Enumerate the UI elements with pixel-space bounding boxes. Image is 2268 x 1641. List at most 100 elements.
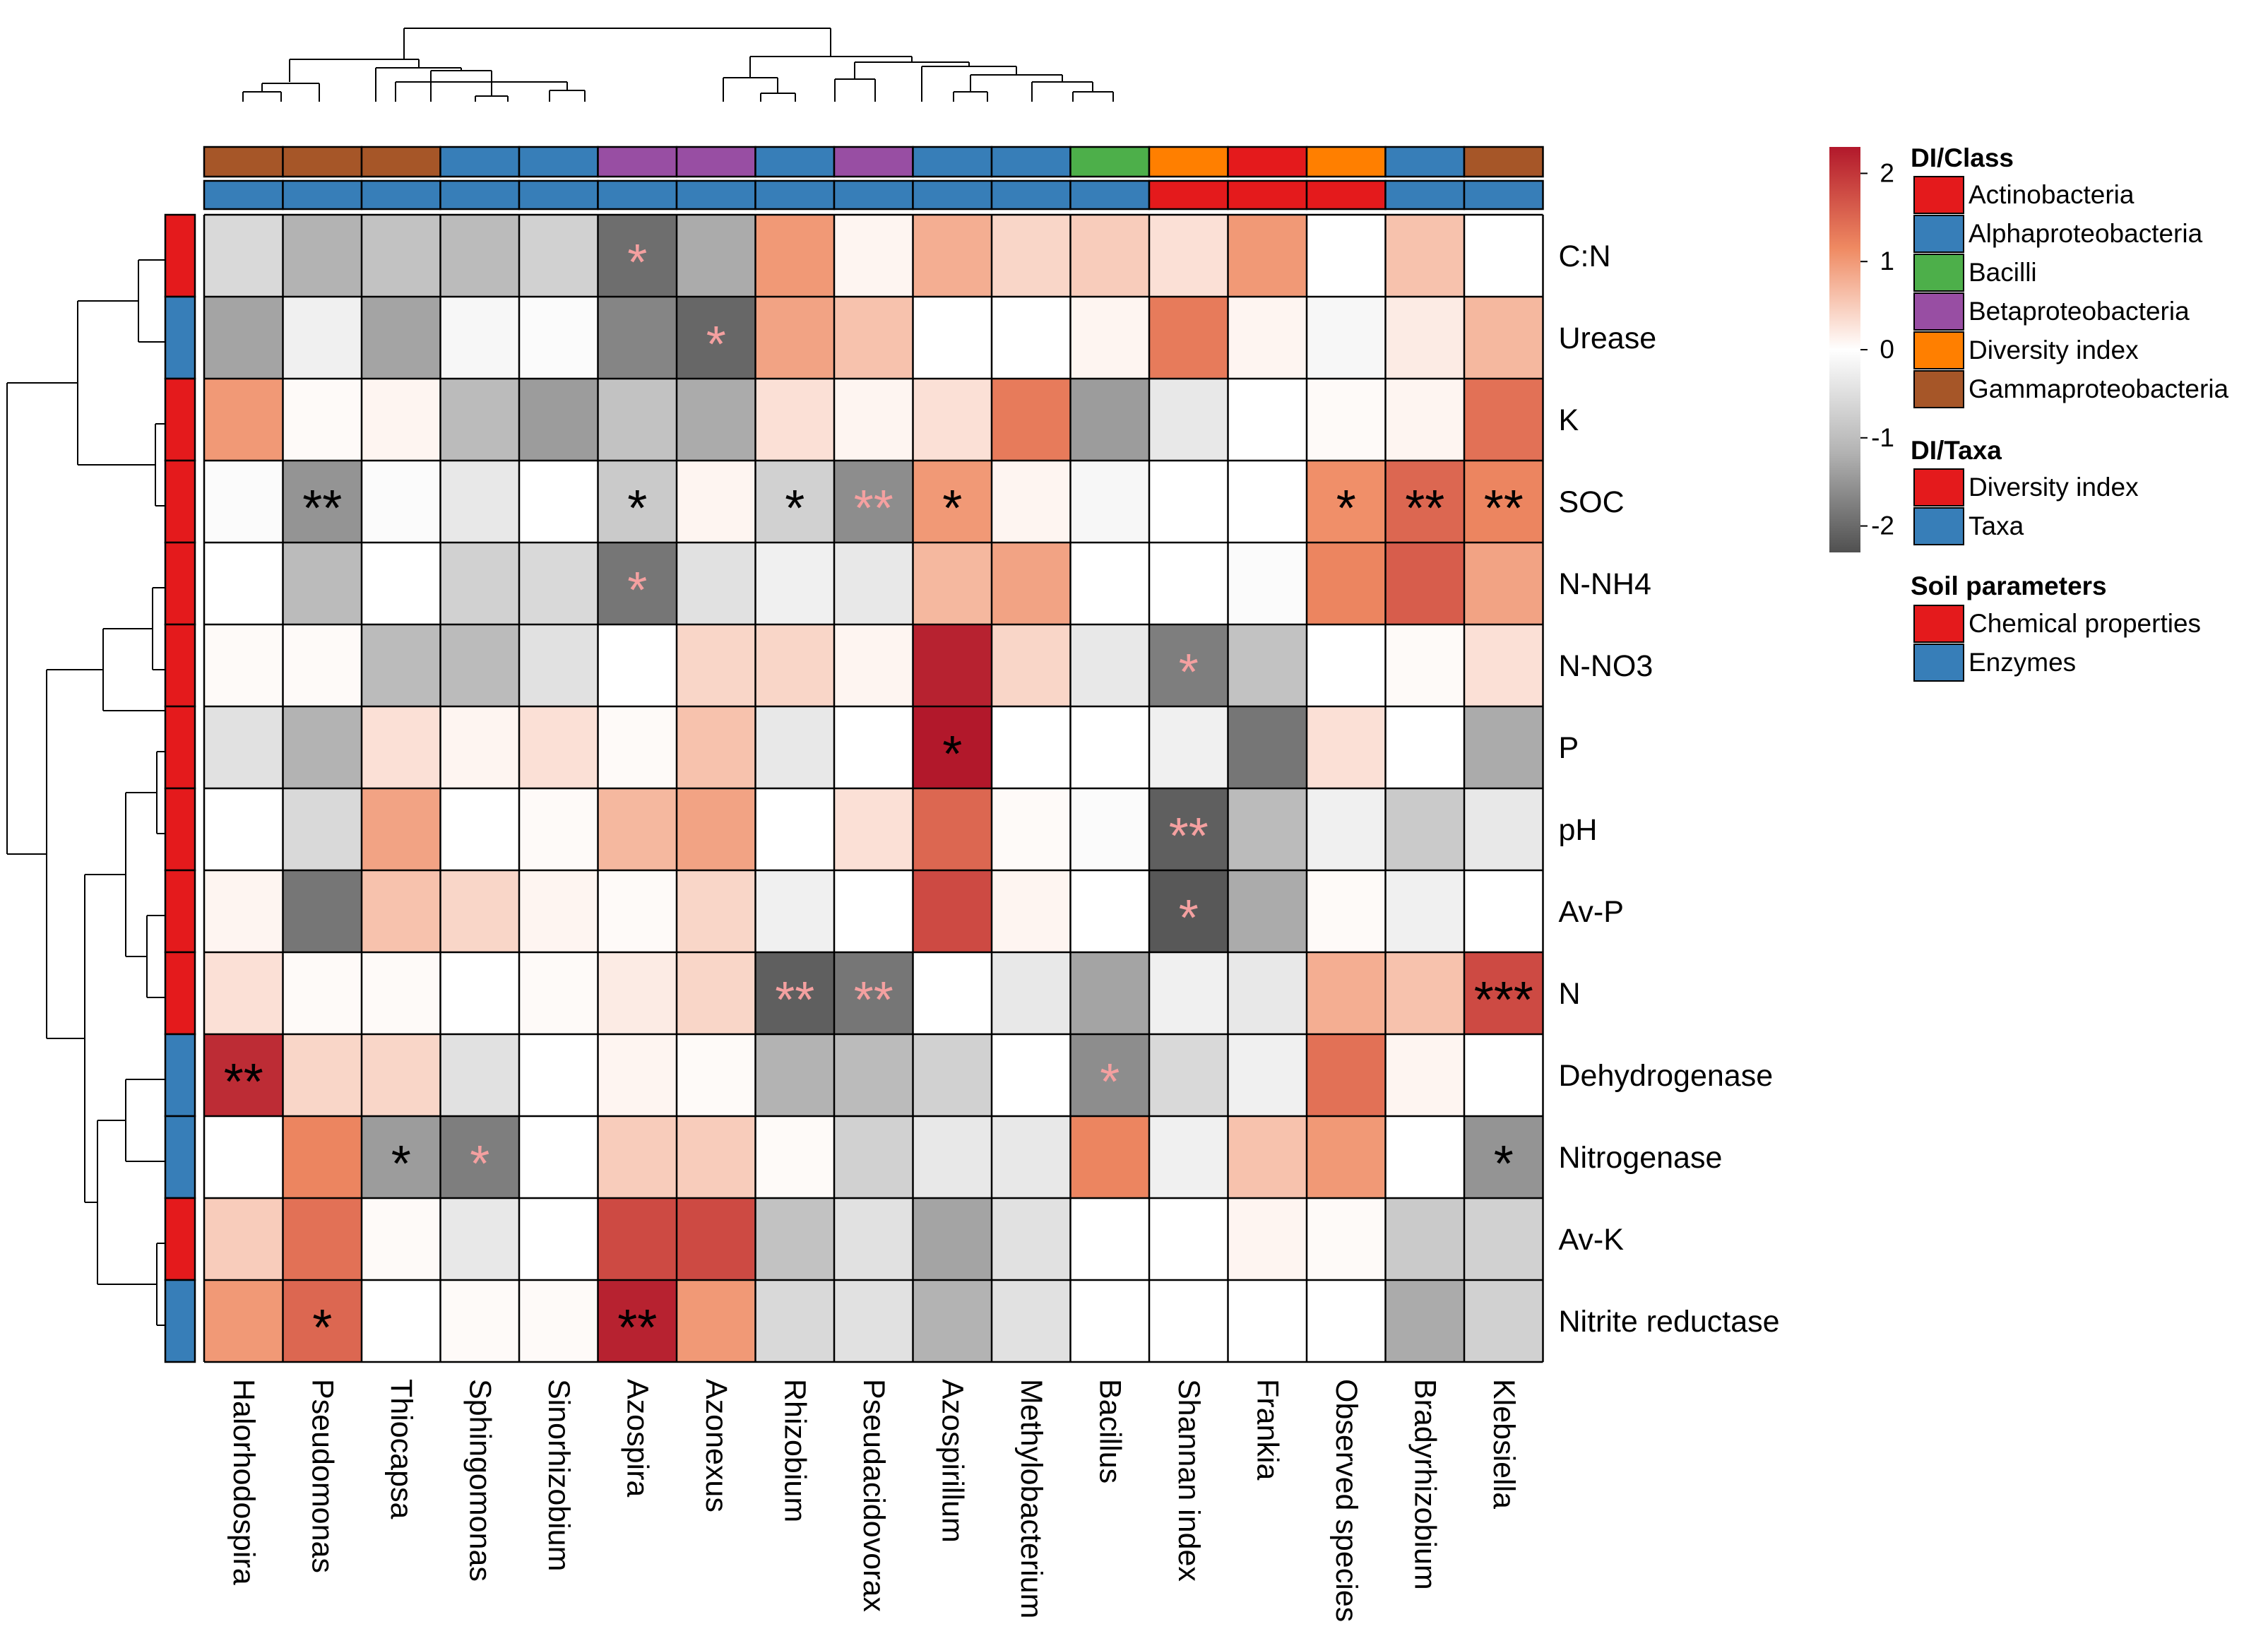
heatmap-cell [1307, 870, 1387, 953]
column-label: Halorhodospira [227, 1379, 261, 1585]
legend-soil-title: Soil parameters [1911, 571, 2107, 600]
heatmap-cell [204, 215, 284, 297]
heatmap-cell [677, 379, 756, 461]
heatmap-cell [362, 1198, 441, 1281]
colorbar-tick-label: -2 [1871, 511, 1894, 540]
row-label: Nitrogenase [1559, 1141, 1723, 1175]
significance-marker: *** [1474, 972, 1533, 1029]
heatmap-cell [440, 297, 520, 379]
column-label: Methylobacterium [1014, 1379, 1048, 1618]
legend-taxa-items: Diversity index Taxa [1913, 468, 2139, 545]
heatmap-cell [834, 379, 914, 461]
heatmap-cell [440, 706, 520, 789]
column-label: Frankia [1250, 1379, 1284, 1480]
heatmap-cell [992, 215, 1071, 297]
column-label: Sinorhizobium [542, 1379, 576, 1571]
heatmap-cell [677, 461, 756, 543]
row-group-annotation-cell [164, 623, 196, 708]
heatmap-cell [1307, 1198, 1387, 1281]
heatmap-cell [440, 215, 520, 297]
legend-swatch [1913, 254, 1964, 292]
heatmap-cell [598, 870, 677, 953]
heatmap-cell [677, 624, 756, 707]
significance-marker: ** [1169, 808, 1209, 865]
heatmap-cell [362, 788, 441, 871]
heatmap-cell [913, 215, 992, 297]
heatmap-cell [755, 215, 835, 297]
row-group-annotation-cell [164, 295, 196, 380]
heatmap-cell [598, 952, 677, 1035]
column-label: Pseudacidovorax [857, 1379, 891, 1612]
heatmap-cell [1307, 706, 1387, 789]
heatmap-cell [519, 543, 599, 625]
column-label: Sphingomonas [463, 1379, 497, 1582]
heatmap-cell [362, 1280, 441, 1363]
heatmap-cell [677, 1198, 756, 1281]
heatmap-cell [1464, 379, 1544, 461]
heatmap-cell [598, 379, 677, 461]
heatmap-cell [204, 706, 284, 789]
heatmap-cell [283, 1280, 362, 1363]
heatmap-cell [1228, 870, 1307, 953]
heatmap-cell [913, 788, 992, 871]
column-label: Pseudomonas [305, 1379, 339, 1573]
heatmap-cell [755, 870, 835, 953]
significance-marker: ** [1405, 480, 1444, 537]
heatmap-cell [440, 1198, 520, 1281]
heatmap-cell [1307, 215, 1387, 297]
legend-class-title: DI/Class [1911, 143, 2014, 172]
legend-swatch [1913, 370, 1964, 408]
heatmap-cell [834, 1198, 914, 1281]
heatmap-cell [1070, 543, 1150, 625]
heatmap-cell [1149, 788, 1229, 871]
heatmap-cell [913, 1280, 992, 1363]
heatmap-cell [1149, 215, 1229, 297]
heatmap-cell [283, 1034, 362, 1117]
taxa-annotation-cell [1463, 179, 1544, 211]
heatmap-cell [992, 1034, 1071, 1117]
class-annotation-cell [439, 146, 521, 178]
colorbar-tick-label: 1 [1880, 247, 1894, 276]
class-annotation-cell [360, 146, 441, 178]
heatmap-cell [440, 952, 520, 1035]
heatmap-cell [992, 788, 1071, 871]
heatmap-cell [1070, 297, 1150, 379]
heatmap-cell [755, 952, 835, 1035]
row-label: Av-K [1559, 1223, 1625, 1257]
taxa-annotation-cell [912, 179, 993, 211]
class-annotation-cell [1148, 146, 1229, 178]
heatmap-cell [204, 624, 284, 707]
heatmap-cell [1228, 379, 1307, 461]
class-annotation-cell [754, 146, 836, 178]
heatmap-cell [204, 1198, 284, 1281]
heatmap-cell [913, 543, 992, 625]
class-annotation-cell [1384, 146, 1466, 178]
heatmap-cell [1307, 1116, 1387, 1199]
heatmap-cell [834, 788, 914, 871]
colorbar-tick-label: -1 [1871, 423, 1894, 452]
legend-taxa-title: DI/Taxa [1911, 436, 2002, 465]
legend-class-items: Actinobacteria Alphaproteobacteria Bacilli… [1913, 176, 2229, 408]
row-group-annotation-cell [164, 869, 196, 954]
class-annotation-cell [833, 146, 914, 178]
heatmap-cell [362, 543, 441, 625]
taxa-annotation-cell [282, 179, 363, 211]
column-label: Klebsiella [1487, 1379, 1521, 1509]
heatmap-cell [755, 297, 835, 379]
heatmap-cell [1070, 379, 1150, 461]
heatmap-cell [283, 461, 362, 543]
heatmap-cell [1307, 297, 1387, 379]
heatmap-cell [440, 379, 520, 461]
heatmap-cell [1228, 1280, 1307, 1363]
heatmap-cell [1149, 870, 1229, 953]
row-label: SOC [1559, 485, 1625, 519]
heatmap-cell [1464, 870, 1544, 953]
heatmap-cell [519, 1280, 599, 1363]
colorbar-tick-label: 0 [1880, 335, 1894, 364]
heatmap-cell [1385, 1280, 1465, 1363]
taxa-annotation-cell [1305, 179, 1387, 211]
heatmap-cell [598, 1034, 677, 1117]
heatmap-cell [1228, 543, 1307, 625]
heatmap-cell [204, 543, 284, 625]
column-label: Azospira [620, 1379, 654, 1497]
